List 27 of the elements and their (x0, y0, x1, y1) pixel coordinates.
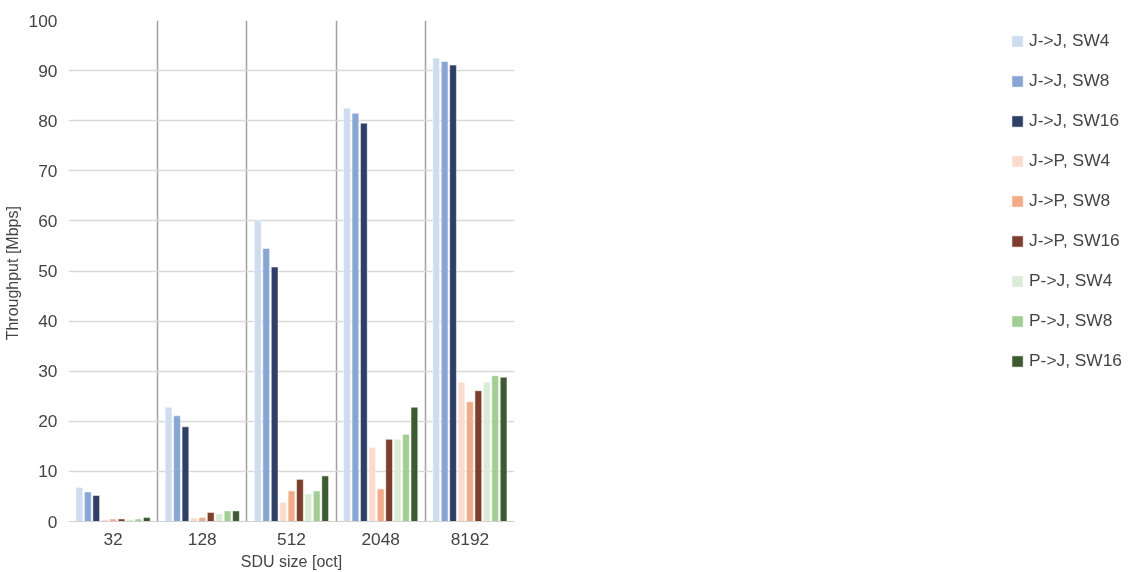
y-tick-label: 70 (38, 160, 58, 181)
y-tick-label: 80 (38, 110, 58, 131)
x-tick-label: 512 (277, 528, 306, 549)
y-tick-label: 10 (38, 461, 58, 482)
legend-label: J->P, SW8 (1029, 190, 1111, 211)
x-axis-title: SDU size [oct] (240, 552, 343, 570)
y-tick-label: 90 (38, 60, 58, 81)
y-tick-label: 50 (38, 261, 58, 281)
legend-label: P->J, SW16 (1029, 350, 1122, 371)
legend-label: J->J, SW8 (1029, 70, 1110, 91)
legend-label: P->J, SW8 (1029, 310, 1113, 331)
legend-label: P->J, SW4 (1029, 270, 1113, 291)
x-tick-label: 32 (103, 528, 123, 549)
y-tick-label: 100 (28, 10, 58, 31)
x-tick-label: 8192 (450, 528, 490, 549)
y-axis-title: Throughput [Mbps] (3, 206, 21, 341)
legend-label: J->P, SW16 (1029, 230, 1120, 251)
x-tick-label: 128 (187, 528, 217, 549)
y-tick-label: 60 (38, 210, 58, 231)
legend-label: J->J, SW4 (1029, 30, 1110, 51)
x-tick-label: 2048 (361, 528, 400, 549)
legend-label: J->P, SW4 (1029, 150, 1111, 171)
y-tick-label: 40 (38, 311, 58, 332)
legend-label: J->J, SW16 (1029, 110, 1120, 131)
y-tick-label: 20 (38, 411, 58, 432)
y-tick-label: 0 (47, 511, 58, 532)
y-tick-label: 30 (38, 361, 58, 382)
